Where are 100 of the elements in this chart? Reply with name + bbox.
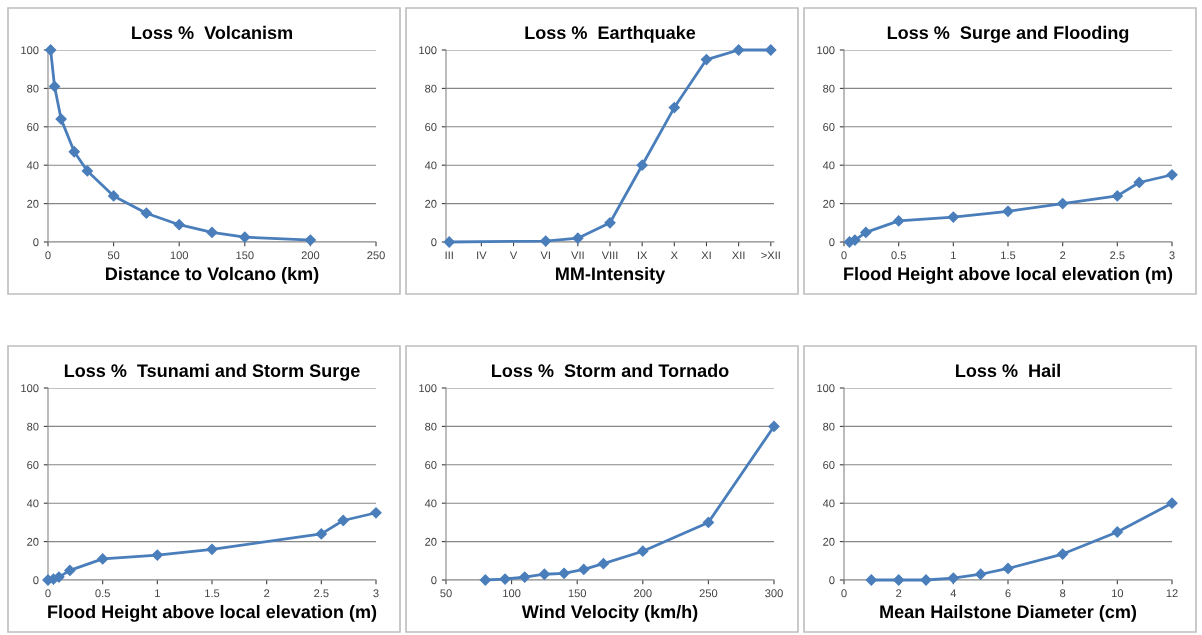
point [64, 564, 76, 577]
point [702, 516, 715, 529]
point [97, 553, 109, 565]
point [768, 420, 780, 433]
point [860, 226, 872, 239]
y-tick-label: 40 [26, 161, 39, 170]
point [1166, 169, 1178, 181]
point [558, 567, 570, 579]
y-tick-label: 20 [27, 537, 39, 546]
y-tick-label: 100 [419, 46, 437, 55]
chart-title: Loss % Volcanism [132, 25, 292, 40]
y-tick-label: 0 [33, 576, 39, 585]
point [173, 219, 185, 231]
y-tick-label: 0 [829, 576, 835, 585]
chart-title: Loss % Surge and Flooding [887, 25, 1129, 43]
point [107, 190, 120, 202]
point [443, 236, 455, 248]
chart-title: Loss % Tsunami and Storm Surge [64, 363, 360, 381]
y-tick-label: 40 [424, 161, 437, 170]
point [1111, 190, 1123, 202]
x-axis-title: Flood Height above local elevation (m) [48, 604, 377, 622]
x-tick-label: 0.5 [891, 251, 906, 260]
x-axis-title: Flood Height above local elevation (m) [844, 266, 1173, 284]
point [239, 231, 251, 243]
y-tick-label: 60 [425, 461, 437, 469]
x-axis-title: Mean Hailstone Diameter (cm) [880, 604, 1137, 622]
point [540, 235, 552, 247]
chart-title: Loss % Hail [956, 363, 1060, 378]
x-tick-label: 2.5 [314, 589, 329, 598]
point [81, 165, 93, 177]
point [315, 528, 327, 540]
x-tick-label: 1.5 [1001, 251, 1016, 260]
x-tick-label: 1 [951, 251, 956, 260]
y-tick-label: 40 [822, 499, 835, 508]
point [55, 113, 67, 125]
x-tick-label: 6 [1005, 589, 1011, 598]
x-tick-label: IV [477, 251, 487, 260]
point [765, 44, 777, 56]
x-axis-title: Wind Velocity (km/h) [521, 604, 698, 622]
point [479, 574, 491, 586]
x-axis-title: MM-Intensity [556, 266, 666, 284]
y-tick-label: 100 [21, 384, 39, 393]
x-tick-label: 2.5 [1110, 251, 1125, 260]
y-tick-label: 80 [823, 422, 835, 431]
y-tick-label: 100 [817, 46, 835, 55]
x-tick-label: 0 [841, 251, 847, 260]
point [637, 545, 649, 557]
point [1133, 176, 1145, 189]
point [865, 574, 877, 586]
x-tick-label: 0 [841, 589, 847, 598]
x-tick-label: III [445, 251, 453, 260]
point [733, 44, 745, 56]
y-tick-label: 0 [33, 238, 39, 247]
y-tick-label: 0 [431, 576, 437, 585]
x-tick-label: 0 [45, 251, 51, 260]
point [68, 146, 80, 158]
x-tick-label: 200 [634, 589, 652, 598]
x-tick-label: 2 [896, 589, 902, 598]
point [151, 549, 163, 561]
x-tick-label: 10 [1112, 589, 1124, 598]
y-tick-label: 40 [26, 499, 39, 508]
point [947, 572, 959, 584]
point [975, 568, 987, 580]
x-tick-label: 250 [699, 589, 718, 598]
point [700, 53, 713, 66]
y-tick-label: 20 [425, 537, 437, 546]
point [370, 507, 382, 519]
point [1111, 526, 1123, 538]
y-tick-label: 80 [27, 84, 39, 93]
x-tick-label: 0.5 [95, 589, 110, 598]
x-tick-label: 150 [236, 251, 254, 260]
point [1057, 548, 1069, 560]
x-tick-label: 1.5 [205, 589, 220, 598]
x-tick-label: 50 [440, 589, 452, 598]
point [604, 217, 616, 229]
x-tick-label: 1 [155, 589, 160, 598]
point [578, 563, 590, 576]
x-tick-label: 150 [568, 589, 587, 598]
x-tick-label: 250 [367, 251, 385, 260]
x-tick-label: 12 [1166, 589, 1178, 598]
y-tick-label: 40 [424, 499, 437, 508]
x-axis-title: Distance to Volcano (km) [106, 266, 319, 284]
x-tick-label: 200 [301, 251, 320, 260]
y-tick-label: 40 [822, 161, 835, 170]
y-tick-label: 0 [431, 238, 437, 247]
point [893, 215, 905, 227]
y-tick-label: 20 [27, 199, 39, 208]
point [1166, 497, 1178, 509]
point [140, 207, 153, 219]
x-tick-label: 50 [107, 251, 120, 260]
y-tick-label: 80 [425, 422, 437, 431]
y-tick-label: 60 [27, 461, 39, 469]
x-tick-label: X [670, 251, 678, 260]
x-tick-label: XII [732, 251, 745, 260]
y-tick-label: 60 [27, 123, 39, 131]
point [947, 211, 959, 223]
point [1057, 197, 1069, 210]
x-tick-label: 8 [1060, 589, 1066, 598]
y-tick-label: 60 [823, 123, 835, 131]
point [668, 101, 680, 114]
